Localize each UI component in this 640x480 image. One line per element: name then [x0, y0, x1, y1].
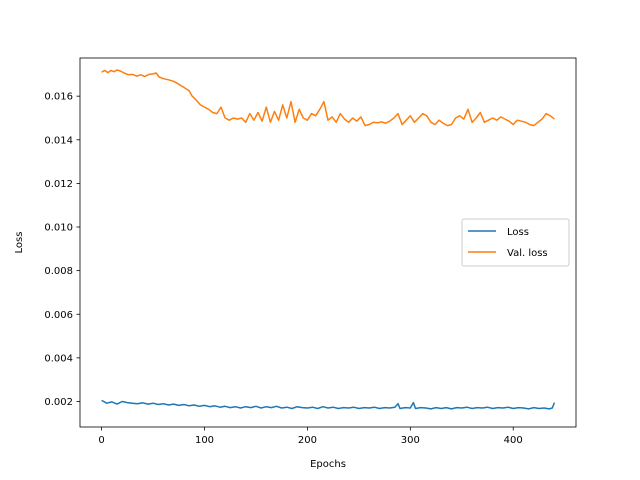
y-tick-label: 0.016	[44, 92, 73, 103]
x-tick-label: 200	[298, 435, 317, 446]
legend-label-val-loss: Val. loss	[507, 248, 548, 259]
legend: Loss Val. loss	[461, 218, 570, 267]
plot-frame	[79, 57, 577, 428]
y-tick-label: 0.012	[44, 179, 73, 190]
y-axis-title: Loss	[14, 232, 25, 254]
x-axis-title: Epochs	[310, 459, 346, 470]
series-line-loss	[101, 399, 556, 410]
series-layer	[101, 69, 556, 410]
x-tick-label: 400	[504, 435, 523, 446]
legend-label-loss: Loss	[507, 227, 529, 238]
y-axis: 0.002 0.004 0.006 0.008 0.010 0.012 0.014 0.016	[44, 92, 80, 408]
x-tick-label: 300	[401, 435, 420, 446]
x-axis: 0 100 200 300 400	[98, 427, 523, 446]
y-tick-label: 0.004	[44, 353, 73, 364]
series-line-val-loss	[101, 69, 555, 127]
x-tick-label: 0	[98, 435, 104, 446]
y-tick-label: 0.014	[44, 135, 73, 146]
y-tick-label: 0.006	[44, 310, 73, 321]
y-tick-label: 0.002	[44, 397, 73, 408]
x-tick-label: 100	[195, 435, 214, 446]
y-tick-label: 0.010	[44, 223, 73, 234]
y-tick-label: 0.008	[44, 266, 73, 277]
